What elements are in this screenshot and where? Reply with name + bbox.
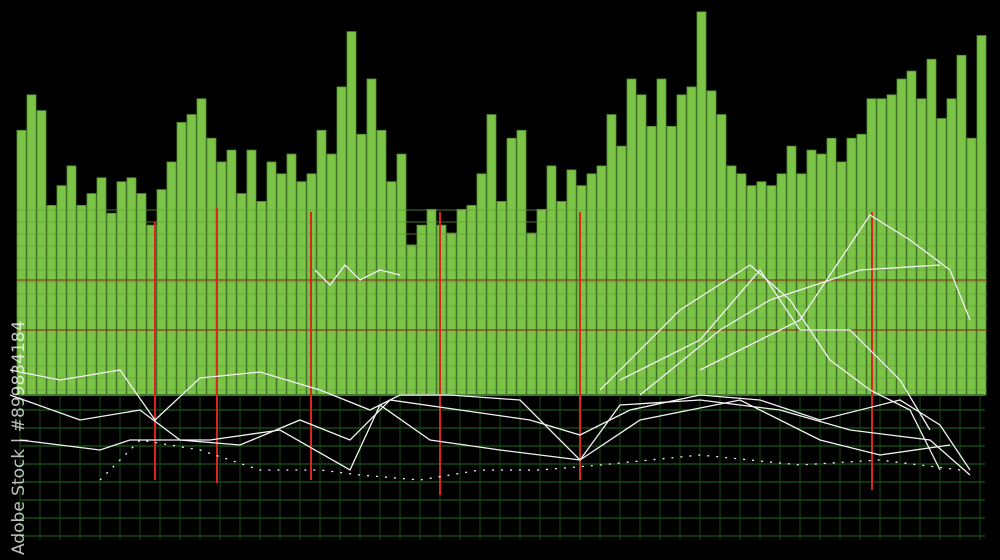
bar xyxy=(196,98,207,396)
bar xyxy=(186,114,197,396)
bar xyxy=(296,181,307,396)
trend-lines xyxy=(9,214,971,481)
bar xyxy=(346,31,357,396)
bar xyxy=(446,232,457,396)
bar xyxy=(216,161,227,396)
bar xyxy=(936,118,947,396)
bar xyxy=(336,86,347,396)
bar xyxy=(36,110,47,396)
bar xyxy=(576,185,587,396)
bar xyxy=(276,173,287,396)
bar xyxy=(116,181,127,396)
bar xyxy=(876,98,887,396)
bar xyxy=(706,90,717,396)
bar xyxy=(426,208,437,396)
bar xyxy=(966,137,977,396)
bar xyxy=(326,153,337,396)
bar xyxy=(436,224,447,396)
bar xyxy=(316,129,327,396)
bar xyxy=(536,208,547,396)
bar xyxy=(106,212,117,396)
bar xyxy=(956,54,967,396)
bar xyxy=(526,232,537,396)
bar xyxy=(926,58,937,396)
bar xyxy=(226,149,237,396)
bar xyxy=(56,185,67,396)
bar xyxy=(976,35,987,396)
bar xyxy=(406,244,417,396)
bar xyxy=(906,70,917,396)
bar xyxy=(286,153,297,396)
bar xyxy=(606,114,617,396)
bar xyxy=(486,114,497,396)
bar xyxy=(506,137,517,396)
bar xyxy=(356,133,367,396)
bar xyxy=(266,161,277,396)
bar xyxy=(746,185,757,396)
bar xyxy=(416,224,427,396)
bar xyxy=(626,78,637,396)
bar xyxy=(656,78,667,396)
bar xyxy=(646,126,657,396)
bar xyxy=(686,86,697,396)
bar xyxy=(756,181,767,396)
bar xyxy=(946,98,957,396)
bar xyxy=(846,137,857,396)
bar xyxy=(456,208,467,396)
bar xyxy=(716,114,727,396)
bar xyxy=(736,173,747,396)
bar xyxy=(246,149,257,396)
bar xyxy=(636,94,647,396)
bar xyxy=(476,173,487,396)
bar xyxy=(766,185,777,396)
bar xyxy=(206,137,217,396)
bar xyxy=(586,173,597,396)
bar xyxy=(886,94,897,396)
bar xyxy=(616,145,627,396)
bar xyxy=(836,161,847,396)
bar xyxy=(386,181,397,396)
bar xyxy=(786,145,797,396)
bar xyxy=(806,149,817,396)
bar xyxy=(566,169,577,396)
bar xyxy=(796,173,807,396)
red-markers xyxy=(154,208,873,495)
bar xyxy=(856,133,867,396)
watermark: Adobe Stock | #899834184 xyxy=(9,321,29,555)
bar xyxy=(156,189,167,396)
bar xyxy=(776,173,787,396)
bar xyxy=(166,161,177,396)
bar xyxy=(516,129,527,396)
bar xyxy=(366,78,377,396)
bar xyxy=(376,129,387,396)
bar xyxy=(816,153,827,396)
